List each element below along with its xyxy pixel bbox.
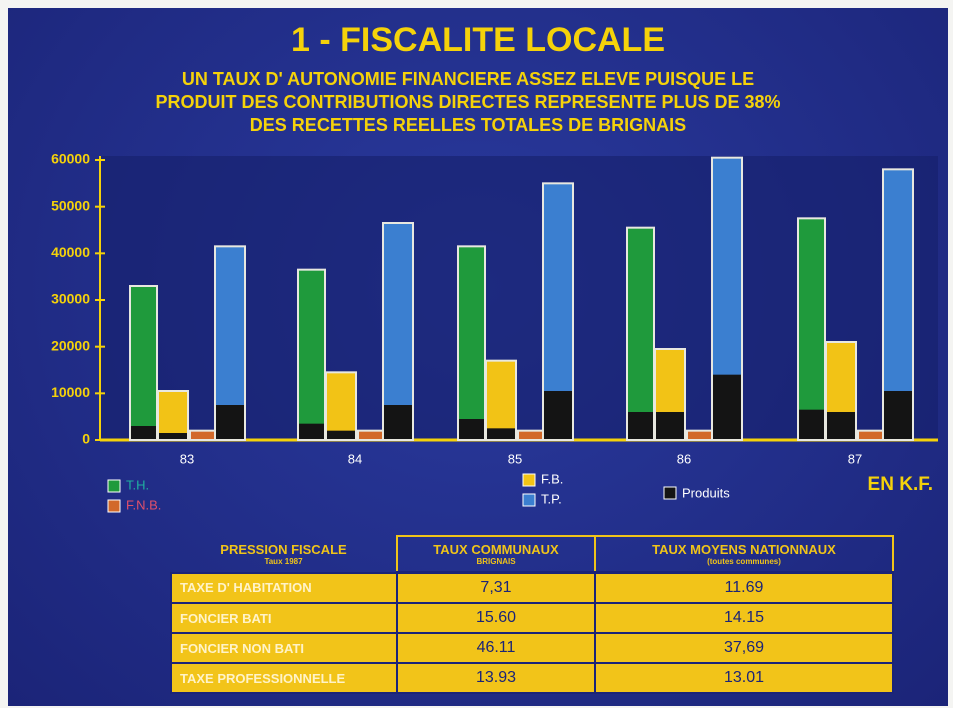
- corner-header: PRESSION FISCALE Taux 1987: [171, 536, 397, 573]
- column-title: TAUX COMMUNAUX: [433, 542, 559, 557]
- tax-table: PRESSION FISCALE Taux 1987 TAUX COMMUNAUX…: [170, 535, 894, 694]
- bar: [189, 429, 216, 441]
- legend-label: Produits: [682, 485, 730, 500]
- produits-bar: [628, 412, 653, 439]
- y-tick-label: 30000: [51, 291, 90, 307]
- rate-cell: 13.93: [396, 662, 596, 694]
- subtitle: PRODUIT DES CONTRIBUTIONS DIRECTES REPRE…: [155, 92, 780, 112]
- produits-bar: [384, 405, 412, 439]
- produits-bar: [827, 412, 855, 439]
- y-tick-label: 10000: [51, 384, 90, 400]
- produits-bar: [299, 423, 324, 439]
- legend-swatch: [663, 486, 677, 500]
- produits-bar: [713, 374, 741, 439]
- rate-cell: 11.69: [594, 571, 894, 604]
- rate-cell: 7,31: [396, 571, 596, 604]
- subtitle: DES RECETTES REELLES TOTALES DE BRIGNAIS: [250, 115, 686, 135]
- produits-bar: [216, 405, 244, 439]
- column-title: TAUX MOYENS NATIONNAUX: [652, 542, 836, 557]
- legend-swatch: [522, 473, 536, 487]
- row-label: FONCIER NON BATI: [170, 632, 398, 664]
- y-tick-label: 20000: [51, 337, 90, 353]
- corner-title: PRESSION FISCALE: [220, 541, 347, 557]
- slide: 1 - FISCALITE LOCALE UN TAUX D' AUTONOMI…: [8, 8, 948, 706]
- produits-bar: [656, 412, 684, 439]
- table-row: FONCIER NON BATI 46.11 37,69: [170, 632, 894, 664]
- bar: [626, 226, 655, 441]
- x-tick-label: 85: [508, 451, 522, 466]
- x-tick-label: 83: [180, 451, 194, 466]
- y-tick-label: 50000: [51, 197, 90, 213]
- y-tick-label: 40000: [51, 244, 90, 260]
- bar: [157, 390, 189, 441]
- legend-swatch: [107, 499, 121, 513]
- bar: [457, 245, 486, 441]
- column-header: TAUX COMMUNAUX BRIGNAIS: [396, 535, 596, 574]
- rate-cell: 14.15: [594, 602, 894, 634]
- produits-bar: [131, 426, 156, 439]
- bar: [357, 429, 384, 441]
- bar: [857, 429, 884, 441]
- produits-bar: [159, 433, 187, 439]
- table-body: TAXE D' HABITATION 7,31 11.69 FONCIER BATI 1…: [170, 571, 894, 694]
- row-label: FONCIER BATI: [170, 602, 398, 634]
- x-tick-label: 87: [848, 451, 862, 466]
- column-subtitle: (toutes communes): [707, 557, 781, 566]
- legend-label: T.H.: [126, 477, 149, 492]
- row-label: TAXE PROFESSIONNELLE: [170, 662, 398, 694]
- x-tick-label: 84: [348, 451, 362, 466]
- chart: 1 - FISCALITE LOCALE UN TAUX D' AUTONOMI…: [51, 21, 938, 513]
- y-tick-label: 0: [82, 431, 90, 447]
- bar: [297, 268, 326, 441]
- bar: [797, 217, 826, 441]
- table-row: TAXE D' HABITATION 7,31 11.69: [170, 571, 894, 604]
- unit-label: EN K.F.: [868, 474, 933, 495]
- column-subtitle: BRIGNAIS: [476, 557, 516, 566]
- corner-subtitle: Taux 1987: [264, 556, 303, 566]
- produits-bar: [327, 430, 355, 439]
- table-row: TAXE PROFESSIONNELLE 13.93 13.01: [170, 662, 894, 694]
- x-tick-label: 86: [677, 451, 691, 466]
- y-tick-label: 60000: [51, 151, 90, 167]
- rate-cell: 15.60: [396, 602, 596, 634]
- legend-swatch: [107, 479, 121, 493]
- bar: [129, 285, 158, 441]
- column-header: TAUX MOYENS NATIONNAUX (toutes communes): [594, 535, 894, 574]
- produits-bar: [459, 419, 484, 439]
- rate-cell: 13.01: [594, 662, 894, 694]
- chart-title: 1 - FISCALITE LOCALE: [291, 21, 665, 59]
- bar: [485, 359, 517, 441]
- legend-label: F.N.B.: [126, 497, 161, 512]
- bar: [382, 222, 414, 441]
- produits-bar: [799, 409, 824, 439]
- rate-cell: 46.11: [396, 632, 596, 664]
- legend-label: T.P.: [541, 491, 562, 506]
- bar: [686, 429, 713, 441]
- bar: [517, 429, 544, 441]
- subtitle: UN TAUX D' AUTONOMIE FINANCIERE ASSEZ EL…: [182, 69, 754, 89]
- produits-bar: [487, 428, 515, 439]
- produits-bar: [884, 391, 912, 439]
- rate-cell: 37,69: [594, 632, 894, 664]
- bar: [325, 371, 357, 442]
- produits-bar: [544, 391, 572, 439]
- row-label: TAXE D' HABITATION: [170, 571, 398, 604]
- table-row: FONCIER BATI 15.60 14.15: [170, 602, 894, 634]
- legend-label: F.B.: [541, 471, 563, 486]
- legend-swatch: [522, 493, 536, 507]
